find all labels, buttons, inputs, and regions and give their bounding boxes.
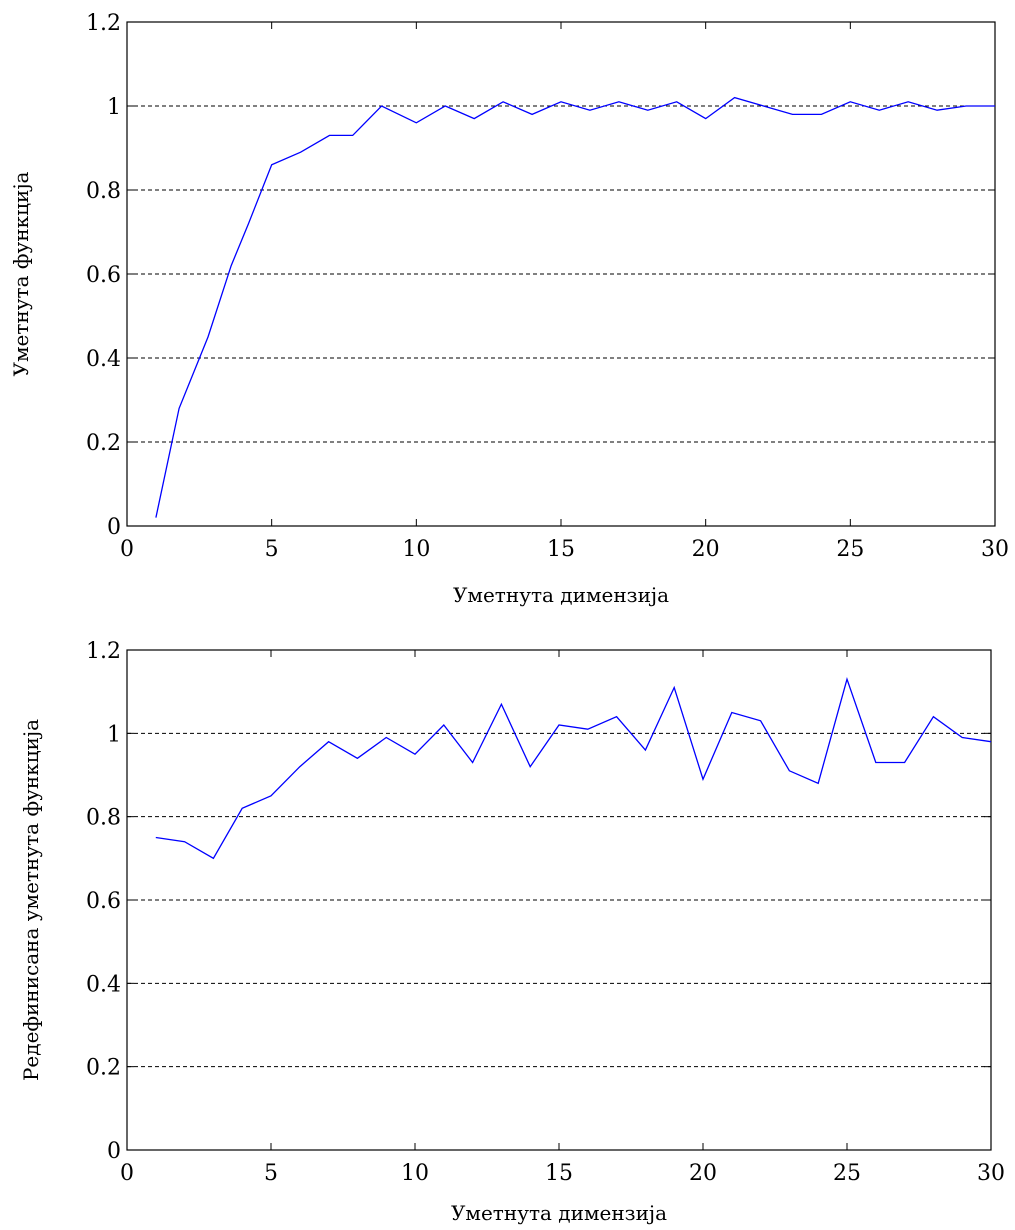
chart-top-x-axis-label: Уметнута димензија xyxy=(453,583,669,607)
chart-top-y-tick-label: 0.8 xyxy=(86,179,121,204)
chart-top-x-tick-label: 20 xyxy=(692,537,720,562)
chart-bottom-x-tick-label: 15 xyxy=(545,1161,573,1186)
chart-bottom-x-tick-label: 30 xyxy=(977,1161,1005,1186)
chart-bottom-x-tick-label: 25 xyxy=(833,1161,861,1186)
chart-bottom-y-tick-label: 1.2 xyxy=(86,639,121,664)
chart-bottom-x-tick-label: 10 xyxy=(401,1161,429,1186)
chart-top-x-tick-label: 0 xyxy=(120,537,134,562)
chart-bottom-x-tick-label: 0 xyxy=(120,1161,134,1186)
chart-bottom-y-tick-label: 0.4 xyxy=(86,972,121,997)
chart-top-x-tick-label: 5 xyxy=(265,537,279,562)
chart-top-y-ticks: 0 0.2 0.4 0.6 0.8 1 1.2 xyxy=(86,11,995,540)
chart-top-gridlines xyxy=(127,105,995,443)
chart-bottom-x-tick-label: 5 xyxy=(264,1161,278,1186)
chart-bottom-y-tick-label: 0.6 xyxy=(86,889,121,914)
chart-bottom-y-tick-label: 0 xyxy=(107,1139,121,1164)
chart-bottom-y-tick-label: 0.8 xyxy=(86,806,121,831)
chart-top-y-axis-label: Уметнута функција xyxy=(9,171,33,376)
chart-bottom-x-tick-label: 20 xyxy=(689,1161,717,1186)
chart-bottom-x-ticks: 0 5 10 15 20 25 30 xyxy=(120,650,1005,1186)
chart-top-y-tick-label: 0.2 xyxy=(86,431,121,456)
chart-bottom: 0 5 10 15 20 25 30 0 0.2 0.4 0.6 0.8 1 1.2 Уметнута … xyxy=(19,639,1005,1225)
chart-top-x-tick-label: 30 xyxy=(981,537,1009,562)
chart-top-x-tick-label: 25 xyxy=(836,537,864,562)
chart-bottom-gridlines xyxy=(127,732,991,1068)
chart-bottom-y-axis-label: Редефинисана уметнута функција xyxy=(19,719,43,1081)
chart-bottom-x-axis-label: Уметнута димензија xyxy=(451,1201,667,1225)
chart-bottom-y-tick-label: 0.2 xyxy=(86,1056,121,1081)
chart-top-series-line xyxy=(155,96,995,518)
chart-bottom-series-line xyxy=(155,677,992,860)
chart-bottom-y-ticks: 0 0.2 0.4 0.6 0.8 1 1.2 xyxy=(86,639,991,1164)
chart-top-y-tick-label: 1 xyxy=(107,95,121,120)
chart-top-y-tick-label: 1.2 xyxy=(86,11,121,36)
chart-top: 0 5 10 15 20 25 30 0 0.2 0.4 0.6 0.8 1 1.2 Уметнута … xyxy=(9,11,1009,607)
chart-top-y-tick-label: 0.4 xyxy=(86,347,121,372)
chart-top-y-tick-label: 0 xyxy=(107,515,121,540)
chart-top-x-tick-label: 15 xyxy=(547,537,575,562)
chart-top-x-ticks: 0 5 10 15 20 25 30 xyxy=(120,22,1009,562)
chart-top-x-tick-label: 10 xyxy=(402,537,430,562)
chart-bottom-y-tick-label: 1 xyxy=(107,722,121,747)
chart-top-y-tick-label: 0.6 xyxy=(86,263,121,288)
